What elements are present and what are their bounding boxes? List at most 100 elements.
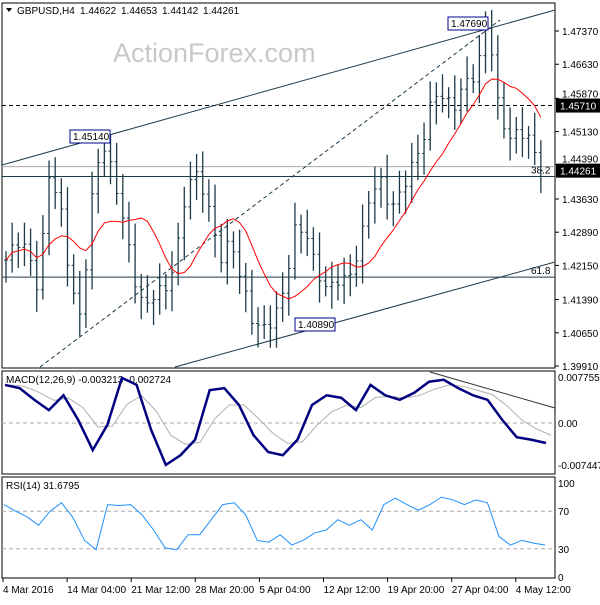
price-bar [4,251,8,283]
annotation-box [69,129,111,144]
price-bar [397,170,402,214]
symbol-label: GBPUSD,H4 [17,6,75,17]
y-tick-label: 1.43630 [562,195,599,206]
price-bar [495,35,500,120]
price-bar [34,240,39,312]
price-bar [145,275,150,313]
open-value: 1.44622 [80,6,117,17]
price-bar [47,160,52,256]
price-annotation: 1.40890 [294,317,336,332]
time-axis: 4 Mar 2016 14 Mar 04:00 21 Mar 12:00 28 Mar… [2,578,571,596]
price-bar [114,143,119,205]
price-bar [194,153,199,201]
price-bar [342,257,347,304]
price-bar [385,154,390,220]
price-bar [262,305,267,340]
rsi-tick-label: 0 [558,573,564,584]
price-bar [133,223,138,304]
price-bar [206,179,211,222]
price-bar [366,190,371,239]
price-bar [354,245,359,287]
price-bar [348,254,353,297]
price-bar [280,272,285,322]
annotation-label: 1.47690 [451,19,488,30]
price-bar [126,201,131,263]
last-price-tag-bg [556,163,600,178]
price-bar [292,202,297,280]
price-bar [329,261,334,309]
annotation-label: 1.45140 [73,132,110,143]
x-tick-label: 12 Apr 12:00 [324,585,381,596]
price-bar [200,151,205,213]
last-price-tag: 1.44261 [560,167,597,178]
price-bar [305,209,310,257]
price-bar [53,157,58,210]
watermark: ActionForex.com [113,38,316,68]
rsi-tick-label: 100 [558,479,575,490]
annotation-box [294,317,336,332]
price-bar [59,178,64,227]
price-bar [360,204,365,284]
price-bar [83,259,88,328]
x-tick-label: 21 Mar 12:00 [131,585,190,596]
dashed-trendline [39,19,501,368]
rsi-tick-label: 30 [558,545,570,556]
price-bar [90,171,95,290]
price-bar [16,232,21,268]
price-bar [274,291,279,348]
x-tick-label: 4 Mar 2016 [3,585,54,596]
price-bar [415,134,420,181]
price-bar [514,116,519,154]
price-bar [28,228,33,276]
price-bar [40,215,45,300]
lower-channel-line [174,261,556,368]
x-tick-label: 14 Mar 04:00 [67,585,126,596]
macd-tick-label: -0.007447 [558,461,600,472]
price-bar [440,74,445,113]
price-bar [428,81,433,151]
y-tick-label: 1.47370 [562,27,599,38]
price-bar [139,273,144,320]
price-bar [213,184,218,258]
price-bar [231,231,236,269]
price-bar [169,251,174,312]
price-bar [237,229,242,294]
x-tick-label: 19 Apr 20:00 [388,585,445,596]
macd-tick-label: 0.00 [558,419,578,430]
level-price-tag: 1.45710 [560,102,597,113]
price-bar [422,122,427,175]
macd-trendline [429,371,556,409]
price-bar [532,112,537,166]
rsi-panel: RSI(14) 31.6795 100 70 30 0 [1,476,575,584]
price-bar [335,264,340,301]
annotation-label: 1.40890 [298,320,335,331]
x-tick-label: 27 Apr 04:00 [452,585,509,596]
collapse-triangle-icon[interactable] [6,8,12,12]
rsi-line [3,496,546,551]
macd-main-line [4,376,547,467]
price-bar [465,56,470,112]
price-bar [176,222,181,286]
annotation-box [447,16,489,31]
price-annotation: 1.47690 [447,16,489,31]
price-bar [188,161,193,220]
rsi-frame [1,476,556,579]
price-bar [477,34,482,104]
rsi-title: RSI(14) 31.6795 [6,481,80,492]
x-tick-label: 5 Apr 04:00 [259,585,311,596]
price-bar [163,273,168,310]
macd-panel: MACD(12,26,9) -0.003213 -0.002724 0.00775… [1,370,600,475]
low-value: 1.44142 [162,6,199,17]
price-frame [1,2,556,369]
price-bar [311,227,316,271]
price-bar [219,223,224,273]
y-tick-label: 1.44390 [562,155,599,166]
x-tick-label: 28 Mar 20:00 [195,585,254,596]
price-bar [243,262,248,313]
price-bar [96,148,101,214]
price-bar [71,254,76,305]
macd-signal-line [9,384,552,445]
price-bar [182,186,187,261]
macd-title: MACD(12,26,9) -0.003213 -0.002724 [6,375,172,386]
y-tick-label: 1.39910 [562,362,599,373]
